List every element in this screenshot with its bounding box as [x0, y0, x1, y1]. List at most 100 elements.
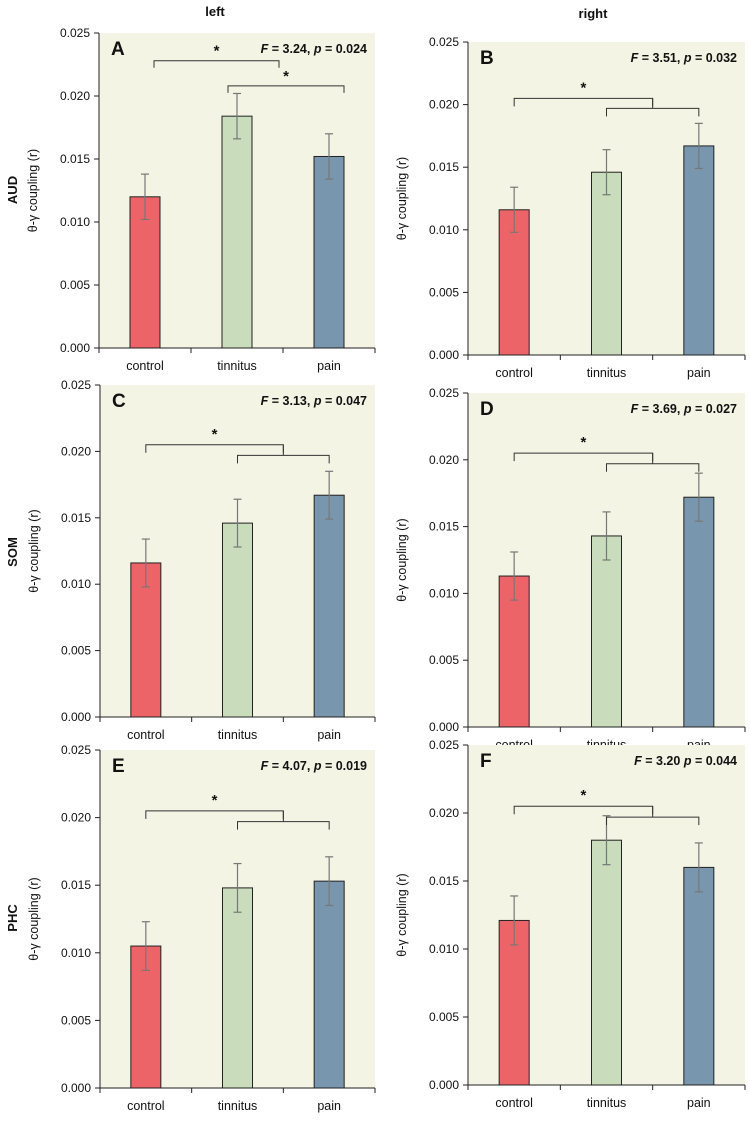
y-axis-title: θ-γ coupling (r): [395, 157, 409, 240]
y-tick-label: 0.015: [429, 160, 459, 174]
y-tick-label: 0.005: [429, 653, 459, 667]
y-tick-label: 0.000: [429, 1078, 459, 1092]
y-tick-label: 0.010: [429, 942, 459, 956]
significance-star: *: [580, 434, 586, 451]
x-tick-label-pain: pain: [317, 728, 341, 742]
y-axis-title: θ-γ coupling (r): [395, 518, 409, 601]
bar-tinnitus: [221, 115, 253, 349]
y-tick-label: 0.005: [429, 1010, 459, 1024]
y-tick-label: 0.020: [429, 806, 459, 820]
significance-bracket: [227, 85, 345, 93]
x-tick-label-tinnitus: tinnitus: [587, 1096, 627, 1110]
y-axis-title: θ-γ coupling (r): [395, 873, 409, 956]
bar-tinnitus: [591, 535, 622, 728]
bar-tinnitus: [222, 887, 253, 1089]
stats-annotation: F = 3.69, p = 0.027: [631, 402, 737, 416]
bar-pain: [313, 494, 345, 718]
panel-letter: E: [112, 756, 125, 777]
y-tick-label: 0.025: [60, 26, 90, 40]
panel-letter: C: [112, 391, 126, 412]
x-tick-label-control: control: [127, 728, 165, 742]
bar-control: [129, 196, 161, 349]
significance-star: *: [212, 426, 218, 443]
stats-annotation: F = 3.20 p = 0.044: [634, 754, 737, 768]
y-tick-label: 0.005: [60, 278, 90, 292]
y-tick-label: 0.015: [61, 878, 91, 892]
panel-e: 0.000 0.005 0.010 0.015 0.020 0.025 θ-γ coupli…: [27, 743, 376, 1113]
x-tick-label-control: control: [495, 366, 533, 380]
panel-letter: F: [480, 751, 492, 772]
bar-pain: [313, 155, 345, 349]
y-tick-label: 0.020: [61, 444, 91, 458]
y-tick-label: 0.025: [429, 35, 459, 49]
y-tick-label: 0.025: [61, 743, 91, 757]
y-tick-label: 0.015: [60, 152, 90, 166]
y-tick-label: 0.005: [61, 1013, 91, 1027]
stats-annotation: F = 4.07, p = 0.019: [261, 759, 367, 773]
significance-star: *: [580, 79, 586, 96]
y-tick-label: 0.010: [61, 577, 91, 591]
y-tick-label: 0.005: [429, 285, 459, 299]
stats-annotation: F = 3.13, p = 0.047: [261, 394, 367, 408]
y-tick-label: 0.010: [429, 586, 459, 600]
x-tick-label-pain: pain: [317, 1099, 341, 1113]
y-tick-label: 0.025: [429, 738, 459, 752]
bar-control: [498, 919, 530, 1086]
y-tick-label: 0.000: [61, 1081, 91, 1095]
row-label-phc: PHC: [5, 904, 20, 932]
x-tick-label-tinnitus: tinnitus: [587, 366, 627, 380]
x-tick-label-tinnitus: tinnitus: [218, 1099, 258, 1113]
significance-star: *: [214, 43, 220, 60]
row-label-som: SOM: [5, 537, 20, 567]
panel-letter: B: [480, 48, 494, 69]
y-tick-label: 0.015: [61, 511, 91, 525]
significance-star: *: [580, 787, 586, 804]
x-tick-label-pain: pain: [687, 366, 711, 380]
panel-a: 0.000 0.005 0.010 0.015 0.020 0.025 θ-γ coupli…: [26, 26, 376, 373]
significance-star: *: [212, 792, 218, 809]
significance-bracket: [153, 60, 280, 68]
bar-pain: [683, 496, 715, 728]
y-tick-label: 0.020: [429, 98, 459, 112]
bar-control: [498, 209, 530, 356]
y-axis-title: θ-γ coupling (r): [27, 877, 41, 960]
y-tick-label: 0.000: [429, 348, 459, 362]
y-tick-label: 0.005: [61, 644, 91, 658]
column-title-left: left: [205, 4, 225, 19]
y-tick-label: 0.015: [429, 520, 459, 534]
x-tick-label-control: control: [495, 1096, 533, 1110]
stats-annotation: F = 3.51, p = 0.032: [631, 51, 737, 65]
y-tick-label: 0.000: [429, 720, 459, 734]
y-tick-label: 0.010: [60, 215, 90, 229]
y-tick-label: 0.025: [429, 386, 459, 400]
y-tick-label: 0.020: [429, 453, 459, 467]
bar-control: [130, 562, 162, 718]
x-tick-label-control: control: [126, 359, 164, 373]
y-axis-title: θ-γ coupling (r): [27, 509, 41, 592]
x-tick-label-tinnitus: tinnitus: [217, 359, 257, 373]
bar-control: [498, 575, 530, 728]
x-tick-label-pain: pain: [687, 1096, 711, 1110]
row-label-aud: AUD: [5, 176, 20, 204]
bar-pain: [683, 145, 715, 356]
bar-tinnitus: [591, 839, 622, 1086]
y-axis-title: θ-γ coupling (r): [26, 149, 40, 232]
y-tick-label: 0.010: [61, 946, 91, 960]
panel-b: 0.000 0.005 0.010 0.015 0.020 0.025 θ-γ coupli…: [395, 35, 746, 380]
significance-star: *: [283, 68, 289, 85]
panel-letter: D: [480, 399, 494, 420]
column-title-right: right: [579, 6, 609, 21]
y-tick-label: 0.000: [60, 341, 90, 355]
y-tick-label: 0.025: [61, 378, 91, 392]
y-tick-label: 0.010: [429, 223, 459, 237]
bar-pain: [313, 880, 345, 1089]
x-tick-label-control: control: [127, 1099, 165, 1113]
bar-tinnitus: [591, 171, 622, 356]
bar-pain: [683, 866, 715, 1086]
y-tick-label: 0.020: [61, 811, 91, 825]
bar-control: [130, 945, 162, 1089]
y-tick-label: 0.015: [429, 874, 459, 888]
bar-tinnitus: [222, 522, 253, 718]
stats-annotation: F = 3.24, p = 0.024: [261, 42, 367, 56]
